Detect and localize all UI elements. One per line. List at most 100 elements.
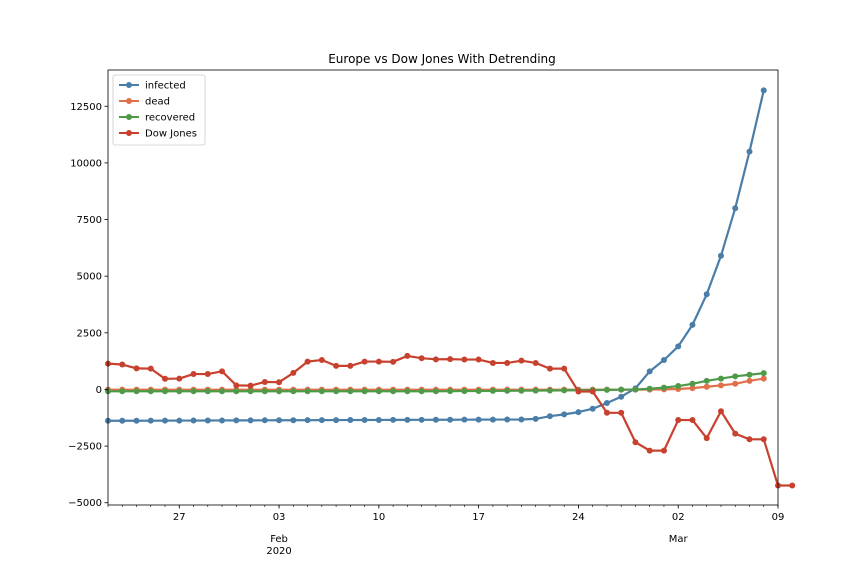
data-point — [546, 365, 553, 372]
data-point — [689, 321, 696, 328]
y-tick-label: −2500 — [68, 442, 102, 453]
data-point — [618, 409, 625, 416]
data-point — [703, 435, 710, 442]
x-tick-label: 17 — [472, 512, 485, 523]
data-point — [518, 416, 525, 423]
y-tick-label: 7500 — [77, 215, 102, 226]
x-tick-sublabel: 2020 — [266, 546, 291, 557]
data-point — [660, 384, 667, 391]
data-point — [546, 413, 553, 420]
data-point — [618, 386, 625, 393]
data-point — [418, 388, 425, 395]
y-tick-label: −5000 — [68, 498, 102, 509]
x-tick-label: 02 — [672, 512, 685, 523]
series-infected — [105, 87, 767, 424]
data-point — [589, 388, 596, 395]
data-point — [675, 343, 682, 350]
data-point — [703, 383, 710, 390]
data-point — [418, 355, 425, 362]
legend-label: Dow Jones — [145, 129, 197, 140]
data-point — [504, 387, 511, 394]
data-point — [162, 375, 169, 382]
data-point — [760, 87, 767, 94]
x-tick-sublabel: Mar — [669, 534, 689, 545]
data-point — [176, 417, 183, 424]
data-point — [746, 377, 753, 384]
data-point — [119, 417, 126, 424]
data-point — [233, 388, 240, 395]
legend-item: dead — [119, 97, 170, 108]
data-point — [404, 416, 411, 423]
data-point — [732, 430, 739, 437]
data-point — [333, 417, 340, 424]
data-point — [789, 482, 796, 489]
data-point — [746, 148, 753, 155]
data-point — [304, 358, 311, 365]
y-tick-label: 10000 — [70, 158, 102, 169]
legend-label: recovered — [145, 113, 195, 124]
data-point — [632, 439, 639, 446]
series-line — [108, 90, 765, 422]
data-point — [432, 356, 439, 363]
data-point — [475, 356, 482, 363]
data-point — [347, 388, 354, 395]
data-point — [147, 365, 154, 372]
data-point — [689, 385, 696, 392]
data-point — [190, 388, 197, 395]
data-point — [219, 368, 226, 375]
data-point — [518, 387, 525, 394]
x-tick-label: 03 — [273, 512, 286, 523]
data-point — [575, 388, 582, 395]
data-point — [504, 359, 511, 366]
legend-swatch-marker — [126, 98, 132, 104]
x-tick-label: 27 — [173, 512, 186, 523]
data-point — [447, 388, 454, 395]
chart-title: Europe vs Dow Jones With Detrending — [328, 52, 556, 66]
data-point — [261, 388, 268, 395]
data-point — [318, 417, 325, 424]
data-point — [333, 362, 340, 369]
data-point — [190, 417, 197, 424]
data-point — [290, 388, 297, 395]
legend-item: Dow Jones — [119, 129, 197, 140]
data-point — [489, 416, 496, 423]
data-point — [717, 375, 724, 382]
data-point — [247, 388, 254, 395]
data-point — [461, 388, 468, 395]
legend-swatch-marker — [126, 130, 132, 136]
data-point — [119, 388, 126, 395]
data-point — [133, 388, 140, 395]
plot-frame — [107, 69, 779, 506]
y-tick-label: 12500 — [70, 102, 102, 113]
data-point — [361, 388, 368, 395]
legend: infected dead recovered Dow Jones — [112, 74, 206, 146]
legend-label: infected — [145, 81, 186, 92]
data-point — [404, 388, 411, 395]
legend-swatch-marker — [126, 82, 132, 88]
data-point — [162, 388, 169, 395]
x-tick-sublabel: Feb — [270, 534, 288, 545]
data-point — [447, 356, 454, 363]
data-point — [247, 382, 254, 389]
data-point — [390, 388, 397, 395]
data-point — [475, 416, 482, 423]
data-point — [532, 387, 539, 394]
data-point — [219, 417, 226, 424]
data-point — [204, 417, 211, 424]
data-point — [703, 291, 710, 298]
data-point — [133, 417, 140, 424]
data-point — [561, 365, 568, 372]
x-tick-label: 09 — [772, 512, 785, 523]
data-point — [219, 388, 226, 395]
data-point — [147, 388, 154, 395]
data-point — [589, 405, 596, 412]
data-point — [646, 368, 653, 375]
data-point — [404, 352, 411, 359]
data-point — [447, 416, 454, 423]
data-point — [689, 380, 696, 387]
data-point — [461, 416, 468, 423]
data-point — [290, 369, 297, 376]
data-point — [732, 205, 739, 212]
data-point — [276, 379, 283, 386]
